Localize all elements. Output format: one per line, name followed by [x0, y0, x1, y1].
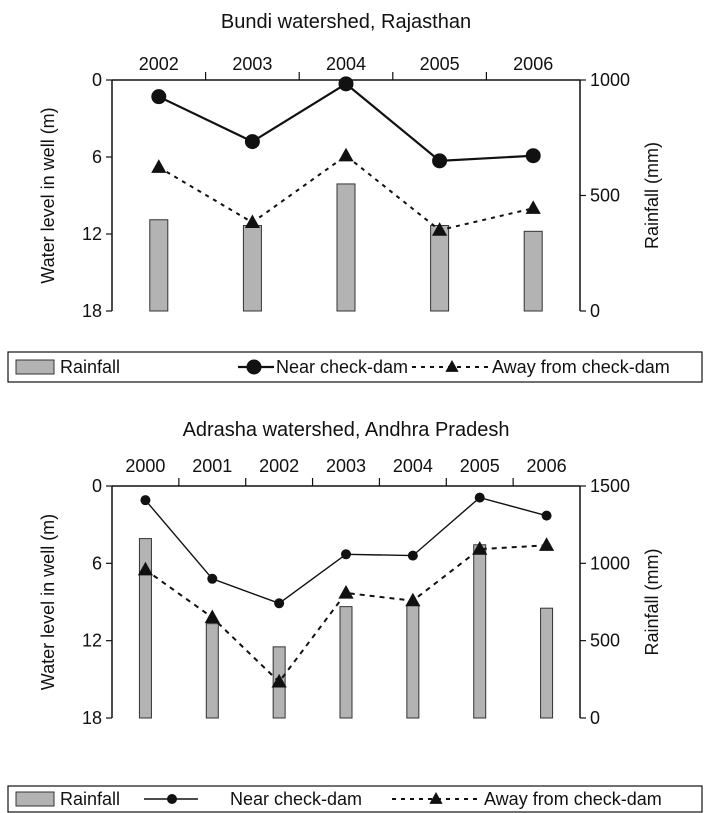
x-tick-label: 2005: [460, 456, 500, 476]
away-from-check-dam-point: [151, 159, 167, 173]
legend-label-near-check-dam: Near check-dam: [230, 789, 362, 809]
near-check-dam-point: [432, 153, 448, 169]
y2-axis-label: Rainfall (mm): [642, 548, 662, 655]
near-check-dam-point: [244, 134, 260, 150]
y-tick-label: 12: [82, 224, 102, 244]
rainfall-bar: [205, 623, 219, 719]
away-from-check-dam-point: [405, 592, 421, 607]
chart-panel-2: Adrasha watershed, Andhra Pradesh 2000 200…: [7, 419, 703, 813]
rainfall-bar: [138, 538, 152, 719]
rainfall-bar: [430, 225, 450, 312]
legend-marker-away-from-check-dam: [445, 360, 459, 372]
away-from-check-dam-point: [338, 584, 354, 599]
y-axis-label: Water level in well (m): [38, 107, 58, 283]
y2-tick-label: 0: [590, 708, 600, 728]
rainfall-bar: [149, 219, 169, 312]
x-tick-label: 2005: [420, 54, 460, 74]
y-tick-label: 18: [82, 301, 102, 321]
x-tick-label: 2002: [259, 456, 299, 476]
near-check-dam-point: [541, 510, 552, 521]
legend-marker-away-from-check-dam: [429, 792, 443, 804]
y2-tick-label: 500: [590, 186, 620, 206]
away-from-check-dam-point: [432, 222, 448, 236]
near-check-dam-point: [525, 148, 541, 164]
legend-label-away-from-check-dam: Away from check-dam: [484, 789, 662, 809]
away-from-check-dam-point: [472, 541, 488, 555]
y2-tick-label: 500: [590, 631, 620, 651]
y-tick-label: 0: [92, 476, 102, 496]
rainfall-bar: [473, 544, 487, 719]
near-check-dam-point: [407, 550, 418, 561]
near-check-dam-point: [151, 89, 167, 105]
near-check-dam-point: [474, 492, 485, 503]
legend-label-rainfall: Rainfall: [60, 789, 120, 809]
away-from-check-dam-point: [538, 537, 555, 551]
x-tick-label: 2001: [192, 456, 232, 476]
near-check-dam-point: [140, 495, 151, 506]
rainfall-bar: [339, 606, 353, 719]
chart-title: Adrasha watershed, Andhra Pradesh: [183, 419, 510, 441]
x-tick-label: 2006: [527, 456, 567, 476]
rainfall-bar: [406, 604, 420, 719]
legend-marker-near-check-dam: [167, 794, 177, 804]
near-check-dam-point: [338, 76, 354, 92]
rainfall-bar: [523, 230, 543, 312]
legend-label-away-from-check-dam: Away from check-dam: [492, 357, 670, 377]
away-from-check-dam-point: [338, 147, 354, 162]
legend-swatch-rainfall: [15, 359, 55, 375]
legend-label-rainfall: Rainfall: [60, 357, 120, 377]
away-from-check-dam-point: [204, 609, 220, 624]
legend-label-near-check-dam: Near check-dam: [276, 357, 408, 377]
x-tick-label: 2004: [326, 54, 366, 74]
away-from-check-dam-point: [271, 673, 287, 688]
y2-tick-label: 0: [590, 301, 600, 321]
y-tick-label: 12: [82, 631, 102, 651]
x-tick-label: 2003: [326, 456, 366, 476]
y-tick-label: 6: [92, 553, 102, 573]
away-from-check-dam-line: [158, 154, 534, 232]
rainfall-bar: [540, 607, 554, 719]
y2-tick-label: 1000: [590, 553, 630, 573]
y2-axis-label: Rainfall (mm): [642, 142, 662, 249]
near-check-dam-point: [207, 573, 218, 584]
x-tick-label: 2004: [393, 456, 433, 476]
near-check-dam-point: [274, 598, 285, 609]
legend-marker-near-check-dam: [246, 359, 262, 375]
y-tick-label: 18: [82, 708, 102, 728]
chart-title: Bundi watershed, Rajasthan: [221, 11, 471, 33]
x-tick-label: 2003: [232, 54, 272, 74]
near-check-dam-point: [341, 549, 351, 560]
x-tick-label: 2002: [139, 54, 179, 74]
x-tick-label: 2006: [513, 54, 553, 74]
rainfall-bar: [242, 225, 262, 312]
y2-tick-label: 1000: [590, 70, 630, 90]
legend: Rainfall Near check-dam Away from check-da…: [7, 785, 703, 813]
y-axis-label: Water level in well (m): [38, 514, 58, 690]
y-tick-label: 0: [92, 70, 102, 90]
x-tick-label: 2000: [125, 456, 165, 476]
chart-panel-1: Bundi watershed, Rajasthan 2002 2003 2004 20…: [7, 11, 703, 383]
away-from-check-dam-point: [137, 561, 154, 576]
legend-swatch-rainfall: [15, 791, 55, 807]
legend-box: [7, 785, 703, 813]
rainfall-bar: [336, 183, 356, 312]
y-tick-label: 6: [92, 147, 102, 167]
legend-box: [7, 351, 703, 383]
away-from-check-dam-point: [525, 200, 541, 214]
y2-tick-label: 1500: [590, 476, 630, 496]
away-from-check-dam-point: [244, 214, 260, 229]
legend: Rainfall Near check-dam Away from check-da…: [7, 351, 703, 383]
